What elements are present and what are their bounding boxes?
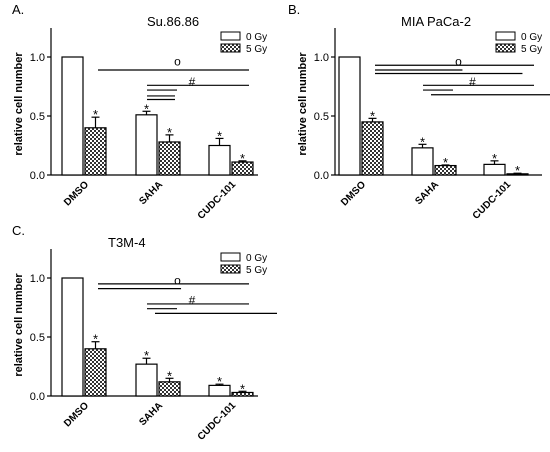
legend-label: 0 Gy	[521, 32, 542, 43]
bar-0gy-cudc-101	[208, 144, 231, 176]
panel-label: C.	[12, 223, 25, 238]
significance-symbol: o	[174, 55, 181, 69]
x-tick-label: DMSO	[62, 179, 91, 208]
y-axis-label: relative cell number	[13, 273, 25, 377]
significance-star: *	[167, 125, 172, 140]
panel-label: B.	[288, 2, 300, 17]
chart-title: MIA PaCa-2	[401, 14, 471, 29]
bar-0gy-dmso	[61, 56, 84, 176]
x-tick-label: DMSO	[62, 400, 91, 429]
legend-swatch	[495, 43, 516, 53]
y-tick-label: 0.5	[314, 111, 329, 123]
bar-0gy-dmso	[338, 56, 361, 176]
bar-0gy-cudc-101	[483, 163, 506, 176]
x-tick-label: CUDC-101	[196, 400, 239, 443]
y-tick-label: 0.5	[30, 332, 45, 344]
bar-5gy-saha	[158, 381, 181, 397]
legend-swatch	[220, 264, 241, 274]
bar-0gy-dmso	[61, 277, 84, 397]
x-tick-label: SAHA	[413, 179, 441, 207]
legend-swatch	[495, 31, 516, 41]
x-tick-label: SAHA	[137, 400, 165, 428]
significance-star: *	[420, 134, 425, 149]
significance-symbol: #	[469, 75, 476, 89]
x-tick-label: SAHA	[137, 179, 165, 207]
y-tick-label: 0.0	[30, 170, 45, 182]
bar-5gy-dmso	[84, 127, 107, 176]
significance-star: *	[240, 151, 245, 166]
chart-panel-3: C. T3M-4 relative cell number 0.0 0.5 1.0 * DMS…	[12, 223, 277, 443]
significance-star: *	[240, 381, 245, 396]
panel-label: A.	[12, 2, 24, 17]
significance-symbol: #	[189, 293, 196, 307]
bar-0gy-saha	[135, 114, 158, 176]
y-tick-label: 1.0	[30, 273, 45, 285]
significance-star: *	[93, 332, 98, 347]
chart-title: Su.86.86	[147, 14, 199, 29]
legend-label: 5 Gy	[246, 44, 267, 55]
bar-5gy-dmso	[361, 121, 384, 176]
bar-0gy-saha	[411, 147, 434, 176]
y-tick-label: 1.0	[30, 52, 45, 64]
legend-swatch	[220, 31, 241, 41]
legend-label: 5 Gy	[246, 265, 267, 276]
significance-star: *	[144, 348, 149, 363]
significance-star: *	[93, 107, 98, 122]
y-axis-label: relative cell number	[13, 52, 25, 156]
y-tick-label: 0.5	[30, 111, 45, 123]
legend-label: 5 Gy	[521, 44, 542, 55]
significance-symbol: #	[189, 75, 196, 89]
chart-title: T3M-4	[108, 235, 146, 250]
legend-label: 0 Gy	[246, 253, 267, 264]
legend-swatch	[220, 252, 241, 262]
significance-symbol: o	[455, 55, 462, 69]
significance-star: *	[217, 374, 222, 389]
significance-star: *	[443, 155, 448, 170]
chart-panel-2: B. MIA PaCa-2 relative cell number 0.0 0.5 1.…	[288, 2, 550, 222]
y-tick-label: 0.0	[314, 170, 329, 182]
x-tick-label: CUDC-101	[196, 179, 239, 222]
y-tick-label: 0.0	[30, 391, 45, 403]
x-tick-label: DMSO	[339, 179, 368, 208]
y-axis-label: relative cell number	[297, 52, 309, 156]
significance-symbol: o	[174, 273, 181, 287]
legend-label: 0 Gy	[246, 32, 267, 43]
y-tick-label: 1.0	[314, 52, 329, 64]
x-tick-label: CUDC-101	[471, 179, 514, 222]
significance-star: *	[370, 108, 375, 123]
bar-5gy-saha	[158, 141, 181, 176]
bar-5gy-dmso	[84, 348, 107, 397]
significance-star: *	[167, 368, 172, 383]
significance-star: *	[492, 151, 497, 166]
significance-star: *	[515, 163, 520, 178]
bar-0gy-saha	[135, 363, 158, 397]
chart-panel-1: A. Su.86.86 relative cell number 0.0 0.5 1.0 *…	[12, 2, 267, 222]
legend-swatch	[220, 43, 241, 53]
bar-5gy-cudc-101	[231, 391, 254, 397]
significance-star: *	[144, 101, 149, 116]
significance-star: *	[217, 128, 222, 143]
